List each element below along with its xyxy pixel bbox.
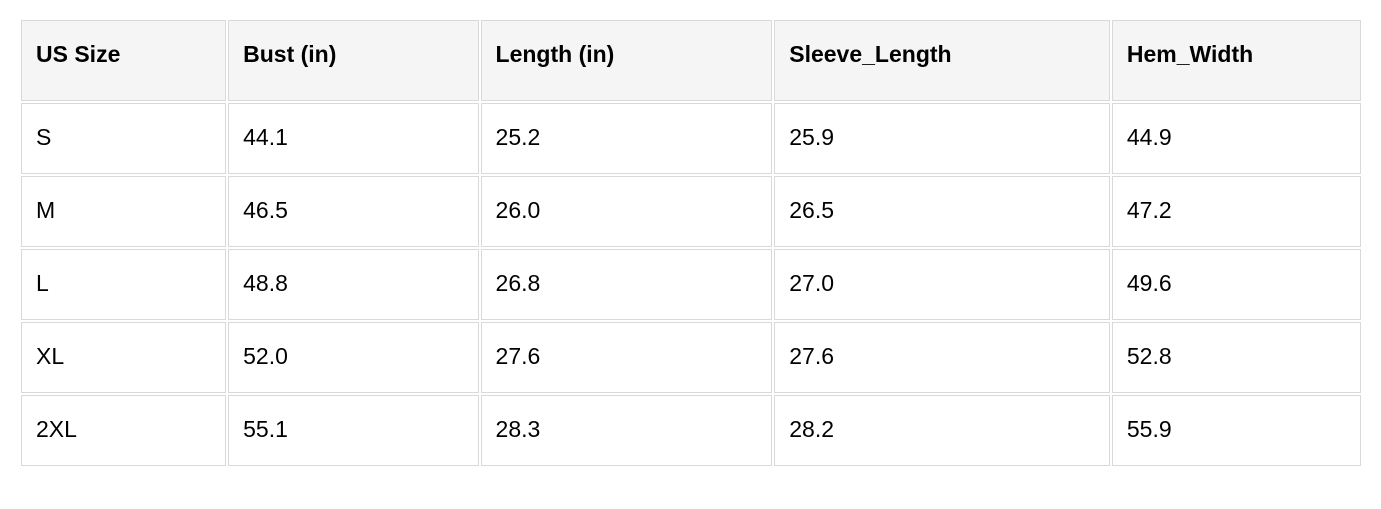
column-header-us-size: US Size bbox=[21, 20, 227, 101]
column-header-bust: Bust (in) bbox=[228, 20, 479, 101]
cell-length: 26.0 bbox=[480, 176, 773, 247]
cell-length: 25.2 bbox=[480, 103, 773, 174]
cell-size: M bbox=[21, 176, 227, 247]
cell-sleeve: 25.9 bbox=[774, 103, 1110, 174]
table-row-xl: XL 52.0 27.6 27.6 52.8 bbox=[21, 322, 1361, 393]
cell-length: 27.6 bbox=[480, 322, 773, 393]
cell-sleeve: 27.0 bbox=[774, 249, 1110, 320]
cell-size: XL bbox=[21, 322, 227, 393]
cell-hem: 55.9 bbox=[1111, 395, 1361, 466]
table-row-2xl: 2XL 55.1 28.3 28.2 55.9 bbox=[21, 395, 1361, 466]
cell-length: 28.3 bbox=[480, 395, 773, 466]
cell-size: 2XL bbox=[21, 395, 227, 466]
cell-hem: 49.6 bbox=[1111, 249, 1361, 320]
cell-bust: 55.1 bbox=[228, 395, 479, 466]
table-row-s: S 44.1 25.2 25.9 44.9 bbox=[21, 103, 1361, 174]
cell-sleeve: 28.2 bbox=[774, 395, 1110, 466]
cell-sleeve: 26.5 bbox=[774, 176, 1110, 247]
column-header-length: Length (in) bbox=[480, 20, 773, 101]
size-chart-table: US Size Bust (in) Length (in) Sleeve_Len… bbox=[19, 18, 1363, 468]
cell-hem: 47.2 bbox=[1111, 176, 1361, 247]
cell-sleeve: 27.6 bbox=[774, 322, 1110, 393]
cell-size: S bbox=[21, 103, 227, 174]
table-row-l: L 48.8 26.8 27.0 49.6 bbox=[21, 249, 1361, 320]
cell-hem: 44.9 bbox=[1111, 103, 1361, 174]
table-row-m: M 46.5 26.0 26.5 47.2 bbox=[21, 176, 1361, 247]
cell-length: 26.8 bbox=[480, 249, 773, 320]
cell-bust: 48.8 bbox=[228, 249, 479, 320]
column-header-sleeve-length: Sleeve_Length bbox=[774, 20, 1110, 101]
header-row: US Size Bust (in) Length (in) Sleeve_Len… bbox=[21, 20, 1361, 101]
cell-hem: 52.8 bbox=[1111, 322, 1361, 393]
cell-bust: 44.1 bbox=[228, 103, 479, 174]
cell-bust: 46.5 bbox=[228, 176, 479, 247]
column-header-hem-width: Hem_Width bbox=[1111, 20, 1361, 101]
cell-size: L bbox=[21, 249, 227, 320]
cell-bust: 52.0 bbox=[228, 322, 479, 393]
